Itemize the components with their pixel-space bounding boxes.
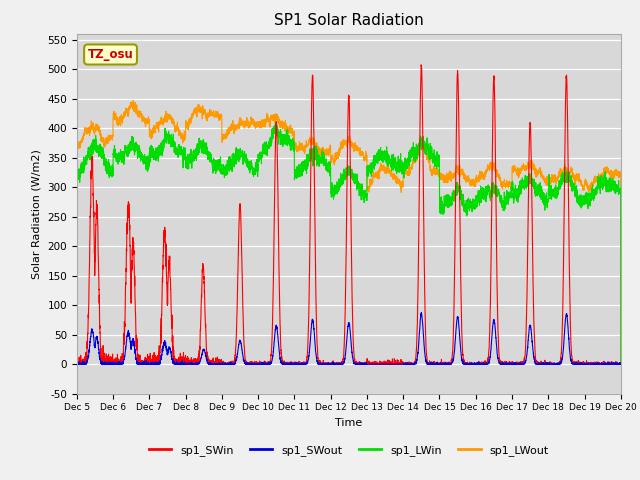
sp1_LWin [329,182,337,188]
sp1_LWout [471,181,479,187]
sp1_LWout [441,178,449,183]
sp1_SWin [73,361,81,367]
sp1_LWout [171,125,179,131]
sp1_SWout [616,361,624,367]
sp1_LWout [616,171,624,177]
sp1_SWin [171,361,179,367]
sp1_SWout [171,361,179,367]
sp1_LWin [272,120,280,126]
sp1_LWin [171,143,179,149]
sp1_LWout [329,153,337,158]
sp1_SWin [502,361,509,367]
sp1_LWin [73,176,81,181]
Line: sp1_LWout: sp1_LWout [77,100,621,364]
Y-axis label: Solar Radiation (W/m2): Solar Radiation (W/m2) [32,149,42,278]
sp1_SWout [328,361,336,367]
sp1_SWin [471,361,479,367]
sp1_SWout [417,310,425,315]
Legend: sp1_SWin, sp1_SWout, sp1_LWin, sp1_LWout: sp1_SWin, sp1_SWout, sp1_LWin, sp1_LWout [145,440,553,460]
sp1_SWin [417,62,425,68]
sp1_SWout [617,361,625,367]
sp1_LWin [617,361,625,367]
sp1_LWin [471,205,479,211]
sp1_LWout [502,185,509,191]
sp1_SWout [502,361,509,367]
sp1_SWout [441,360,449,366]
sp1_LWin [441,203,449,208]
Title: SP1 Solar Radiation: SP1 Solar Radiation [274,13,424,28]
sp1_LWout [129,97,137,103]
sp1_SWin [617,361,625,367]
sp1_SWin [616,360,624,366]
sp1_SWin [329,360,337,366]
X-axis label: Time: Time [335,418,362,428]
sp1_LWout [73,144,81,149]
sp1_SWin [73,359,81,365]
Line: sp1_SWout: sp1_SWout [77,312,621,364]
Line: sp1_SWin: sp1_SWin [77,65,621,364]
sp1_SWin [441,360,449,366]
Text: TZ_osu: TZ_osu [88,48,133,61]
Line: sp1_LWin: sp1_LWin [77,123,621,364]
sp1_SWout [73,361,81,367]
sp1_LWout [617,361,625,367]
sp1_LWin [616,190,624,196]
sp1_LWin [502,197,509,203]
sp1_SWout [471,361,479,367]
